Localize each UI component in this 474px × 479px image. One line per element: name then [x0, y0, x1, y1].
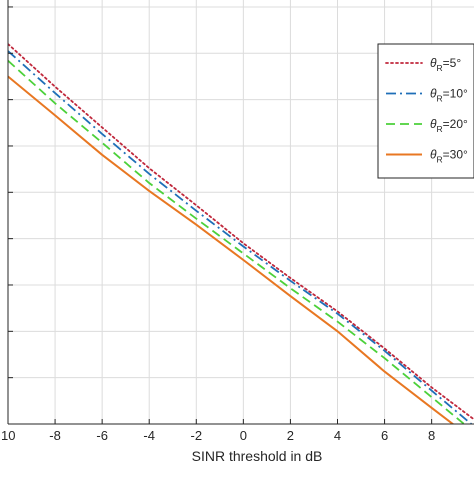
x-tick-label: -6: [96, 428, 108, 443]
x-tick-label: 10: [1, 428, 15, 443]
series-line-4: [8, 75, 455, 424]
legend-label: θR=30°: [430, 148, 468, 165]
series-line-1: [8, 43, 474, 421]
tick-labels: 10 -8 -6 -4 -2 0 2 4 6 8: [1, 428, 435, 443]
legend-label: θR=5°: [430, 56, 461, 73]
legend-label: θR=20°: [430, 117, 468, 134]
x-axis-label: SINR threshold in dB: [192, 448, 323, 464]
legend: θR=5° θR=10° θR=20° θR=30°: [377, 43, 474, 179]
axes: [7, 0, 474, 425]
x-tick-label: 2: [287, 428, 294, 443]
x-tick-label: -2: [191, 428, 203, 443]
x-tick-label: 4: [334, 428, 341, 443]
x-tick-label: 0: [240, 428, 247, 443]
x-tick-label: 6: [381, 428, 388, 443]
series-lines: [8, 43, 474, 424]
x-tick-label: -8: [49, 428, 61, 443]
series-line-2: [8, 50, 473, 424]
legend-label: θR=10°: [430, 87, 468, 104]
x-tick-label: 8: [428, 428, 435, 443]
legend-box: [377, 43, 474, 179]
x-tick-label: -4: [143, 428, 155, 443]
series-line-3: [8, 60, 466, 424]
